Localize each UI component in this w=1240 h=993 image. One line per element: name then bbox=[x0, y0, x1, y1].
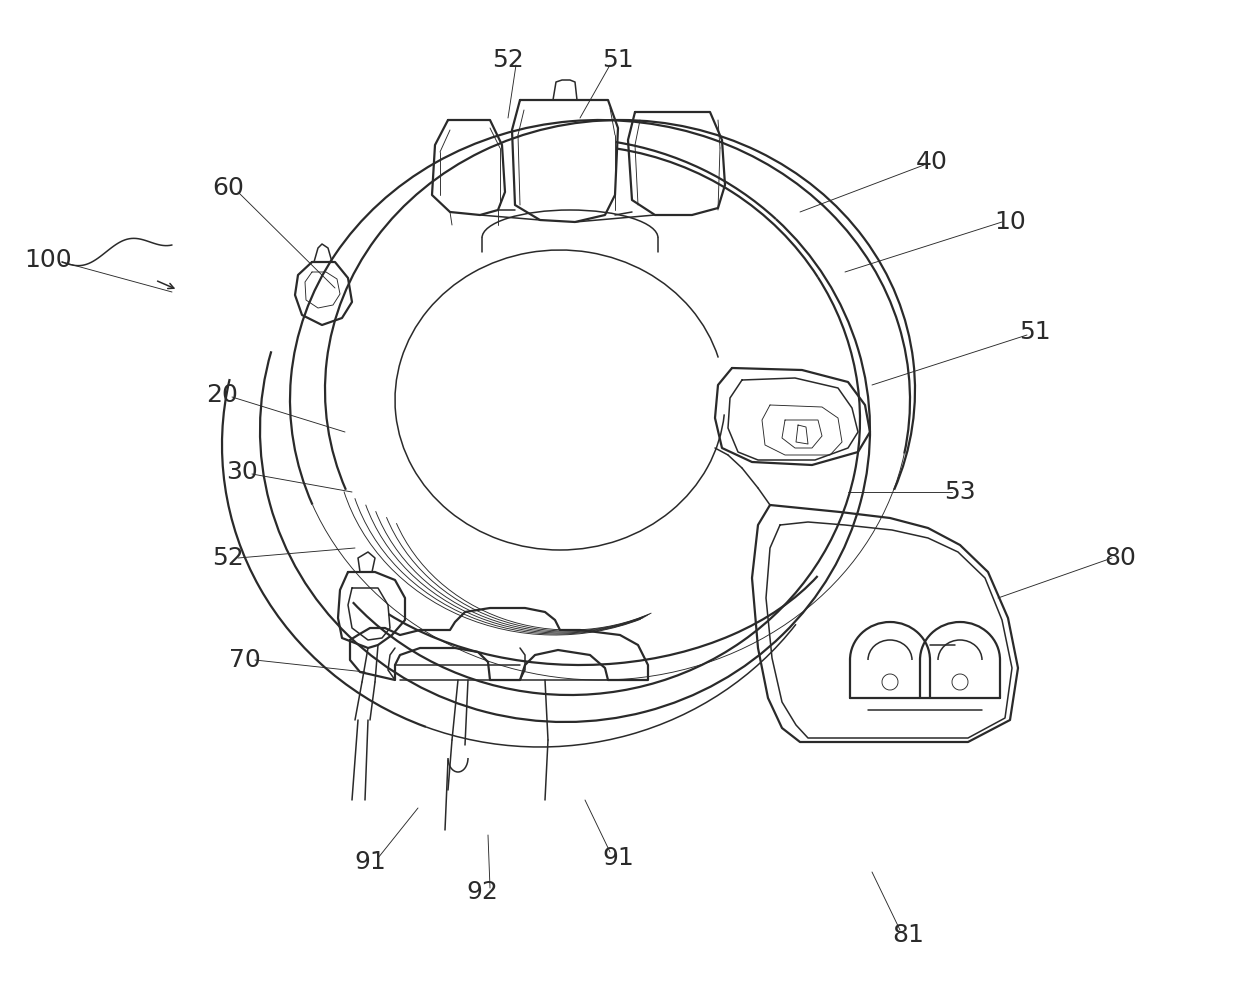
Text: 40: 40 bbox=[916, 150, 947, 174]
Text: 81: 81 bbox=[892, 923, 924, 947]
Text: 100: 100 bbox=[25, 248, 72, 272]
Text: 53: 53 bbox=[944, 480, 976, 504]
Text: 10: 10 bbox=[994, 210, 1025, 234]
Text: 60: 60 bbox=[212, 176, 244, 200]
Text: 52: 52 bbox=[212, 546, 244, 570]
Text: 51: 51 bbox=[1019, 320, 1050, 344]
Text: 52: 52 bbox=[492, 48, 523, 72]
Text: 20: 20 bbox=[206, 383, 238, 407]
Text: 30: 30 bbox=[226, 460, 258, 484]
Text: 51: 51 bbox=[603, 48, 634, 72]
Text: 91: 91 bbox=[355, 850, 386, 874]
Text: 80: 80 bbox=[1104, 546, 1136, 570]
Text: 91: 91 bbox=[603, 846, 634, 870]
Text: 92: 92 bbox=[466, 880, 498, 904]
Text: 70: 70 bbox=[229, 648, 260, 672]
